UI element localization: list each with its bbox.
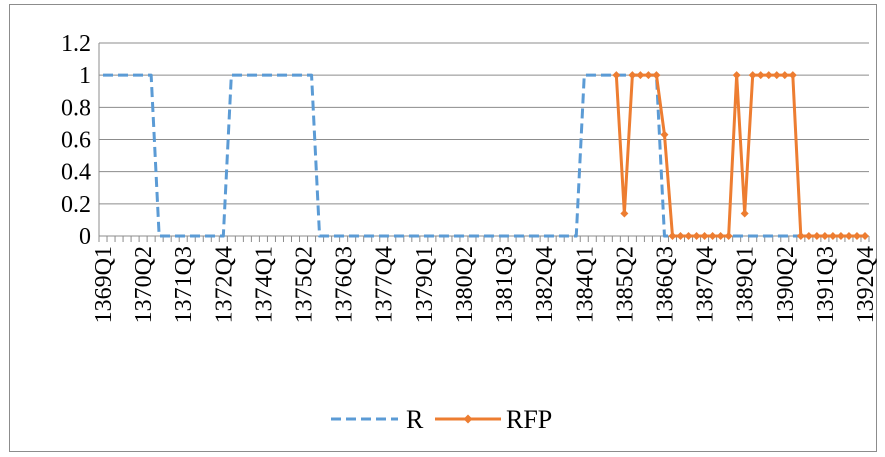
x-tick-label: 1376Q3 <box>332 246 358 323</box>
line-chart: 0 0.2 0.4 0.6 0.8 1 1.2 1369Q1 1370Q2 1371Q3 1372… <box>61 31 878 434</box>
series-rfp-marker <box>740 209 749 218</box>
chart-frame: 0 0.2 0.4 0.6 0.8 1 1.2 1369Q1 1370Q2 1371Q3 1372… <box>9 4 878 452</box>
series-rfp-line <box>614 73 865 238</box>
series-rfp-marker <box>804 232 813 240</box>
y-tick-label: 0.6 <box>61 128 91 154</box>
x-tick-label: 1390Q2 <box>773 246 799 323</box>
y-tick-labels: 0 0.2 0.4 0.6 0.8 1 1.2 <box>61 31 91 250</box>
series-rfp-marker <box>772 71 781 80</box>
series-rfp-marker <box>860 232 869 240</box>
series-rfp-marker <box>844 232 853 240</box>
y-tick-label: 0.2 <box>61 192 91 218</box>
series-rfp-marker <box>716 232 725 240</box>
series-rfp-marker <box>628 71 637 80</box>
series-rfp-marker <box>708 232 717 240</box>
x-tick-label: 1369Q1 <box>91 246 117 323</box>
series-rfp-marker <box>764 71 773 80</box>
series-rfp-marker <box>732 71 741 80</box>
series-rfp-marker <box>756 71 765 80</box>
series-rfp-marker <box>668 232 677 240</box>
series-lines <box>103 71 869 240</box>
series-rfp-marker <box>780 71 789 80</box>
series-rfp-marker <box>692 232 701 240</box>
series-rfp-marker <box>820 232 829 240</box>
legend: R RFP <box>331 405 552 434</box>
series-rfp-marker <box>788 71 797 80</box>
series-rfp-marker <box>660 130 669 139</box>
series-rfp-marker <box>828 232 837 240</box>
series-r-line <box>103 73 865 238</box>
x-tick-label: 1391Q3 <box>813 246 839 323</box>
x-tick-label: 1381Q3 <box>492 246 518 323</box>
x-tick-label: 1374Q1 <box>251 246 277 323</box>
series-rfp-marker <box>852 232 861 240</box>
series-rfp-marker <box>620 209 629 218</box>
series-rfp-marker <box>636 71 645 80</box>
series-rfp-marker <box>836 232 845 240</box>
x-tick-label: 1375Q2 <box>292 246 318 323</box>
x-tick-label: 1386Q3 <box>652 246 678 323</box>
x-tick-label: 1372Q4 <box>211 246 237 323</box>
x-tick-labels: 1369Q1 1370Q2 1371Q3 1372Q4 1374Q1 1375Q2 1376… <box>91 246 878 323</box>
series-rfp-marker <box>644 71 653 80</box>
x-tick-label: 1377Q4 <box>372 246 398 323</box>
x-tick-label: 1384Q1 <box>572 246 598 323</box>
series-rfp-marker <box>684 232 693 240</box>
legend-label-r: R <box>406 405 424 434</box>
series-rfp-marker <box>724 232 733 240</box>
y-tick-label: 1 <box>79 63 91 89</box>
series-rfp-marker <box>612 71 621 80</box>
legend-label-rfp: RFP <box>506 405 552 434</box>
x-tick-label: 1392Q4 <box>853 246 878 323</box>
y-tick-label: 0.4 <box>61 160 91 186</box>
series-rfp-marker <box>796 232 805 240</box>
x-tick-label: 1371Q3 <box>171 246 197 323</box>
x-tick-label: 1370Q2 <box>131 246 157 323</box>
x-tick-label: 1389Q1 <box>733 246 759 323</box>
x-tick-label: 1380Q2 <box>452 246 478 323</box>
y-tick-label: 0.8 <box>61 95 91 121</box>
x-tick-label: 1382Q4 <box>532 246 558 323</box>
x-tick-label: 1379Q1 <box>412 246 438 323</box>
series-rfp-marker <box>812 232 821 240</box>
x-tick-label: 1385Q2 <box>612 246 638 323</box>
legend-marker-rfp <box>463 414 473 424</box>
x-tick-label: 1387Q4 <box>693 246 719 323</box>
y-tick-label: 1.2 <box>61 31 91 57</box>
series-rfp-marker <box>748 71 757 80</box>
series-rfp-marker <box>700 232 709 240</box>
series-rfp-marker <box>676 232 685 240</box>
series-rfp-marker <box>652 71 661 80</box>
y-tick-label: 0 <box>79 224 91 250</box>
gridlines <box>99 42 869 205</box>
